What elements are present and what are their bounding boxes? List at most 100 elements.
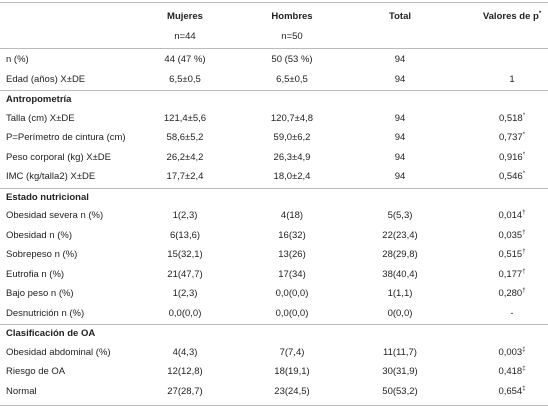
cell: 18,0±2,4 [273, 171, 311, 182]
footnote-mark: * [522, 112, 526, 119]
cell: 18(19,1) [274, 366, 310, 377]
cell: 15(32,1) [167, 249, 203, 260]
footnote-mark: † [522, 288, 526, 294]
row-label: n (%) [6, 54, 29, 65]
cell: 28(29,8) [382, 249, 418, 260]
cell: 1(2,3) [172, 210, 198, 221]
cell: 4(4,3) [172, 346, 198, 358]
p-value: 0,546* [498, 171, 526, 182]
p-value: 0,515† [498, 249, 526, 260]
row-label: Riesgo de OA [6, 366, 66, 377]
column-header: Hombres [271, 11, 313, 22]
p-value: 0,035† [498, 229, 526, 241]
cell: 26,2±4,2 [166, 151, 204, 163]
cell: 50(53,2) [382, 385, 418, 397]
section-title: Clasificación de OA [6, 328, 96, 339]
section-title: Estado nutricional [6, 191, 89, 203]
cell: 0,0(0,0) [275, 307, 309, 319]
rule [0, 187, 548, 189]
row-label: IMC (kg/talla2) X±DE [6, 171, 96, 182]
row-label: Obesidad abdominal (%) [6, 346, 111, 358]
p-value: 0,003‡ [498, 346, 526, 358]
cell: 121,4±5,6 [163, 112, 207, 124]
row-label: P=Perímetro de cintura (cm) [6, 132, 126, 143]
column-subheader: n=44 [174, 31, 196, 42]
p-value: 0,916* [498, 151, 526, 163]
cell: 0,0(0,0) [275, 288, 309, 299]
rule [0, 2, 548, 3]
cell: 11(11,7) [383, 346, 417, 358]
cell: 17,7±2,4 [166, 171, 204, 182]
cell: 6,5±0,5 [276, 73, 308, 85]
row-label: Desnutrición n (%) [6, 307, 85, 319]
rule [0, 48, 548, 49]
rule [0, 90, 548, 91]
column-header: Mujeres [167, 11, 203, 22]
row-label: Peso corporal (kg) X±DE [6, 151, 112, 163]
cell: 94 [394, 171, 406, 182]
cell: 21(47,7) [167, 268, 203, 280]
p-value: 0,014† [498, 210, 526, 221]
p-value: 0,518* [498, 112, 526, 124]
cell: 38(40,4) [382, 268, 418, 280]
cell: 1(1,1) [387, 288, 413, 299]
cell: 94 [394, 132, 406, 143]
row-label: Sobrepeso n (%) [6, 249, 78, 260]
column-header: Total [389, 11, 411, 22]
cell: 12(12,8) [167, 366, 203, 377]
cell: 120,7±4,8 [270, 112, 314, 124]
p-value: 0,737* [498, 132, 526, 143]
footnote-mark: † [522, 268, 526, 275]
footnote-mark: * [522, 171, 526, 177]
cell: 6(13,6) [169, 229, 201, 241]
footnote-mark: † [522, 229, 526, 236]
footnote-mark: * [522, 132, 526, 138]
cell: 94 [394, 151, 406, 163]
cell: 44 (47 %) [164, 54, 206, 65]
row-label: Normal [6, 385, 37, 397]
cell: 94 [394, 112, 406, 124]
row-label: Eutrofia n (%) [6, 268, 65, 280]
row-label: Edad (años) X±DE [6, 73, 86, 85]
cell: 7(7,4) [279, 346, 305, 358]
footnote-mark: † [522, 249, 526, 255]
footnote-mark: ‡ [522, 346, 526, 353]
cell: 58,6±5,2 [166, 132, 204, 143]
cell: 23(24,5) [274, 385, 310, 397]
column-header: Valores de p* [482, 11, 542, 22]
cell: 13(26) [278, 249, 306, 260]
row-label: Obesidad severa n (%) [6, 210, 104, 221]
row-label: Obesidad n (%) [6, 229, 73, 241]
cell: 0(0,0) [387, 307, 413, 319]
cell: 1(2,3) [172, 288, 198, 299]
cell: 94 [394, 73, 406, 85]
footnote-mark: † [522, 210, 526, 216]
section-title: Antropometría [6, 94, 72, 105]
p-value: - [510, 307, 514, 319]
cell: 0,0(0,0) [168, 307, 202, 319]
cell: 16(32) [278, 229, 306, 241]
cell: 27(28,7) [167, 385, 203, 397]
p-value: 0,654‡ [498, 385, 526, 397]
cell: 22(23,4) [382, 229, 418, 241]
p-value: 0,418‡ [498, 366, 526, 377]
footnote-mark: ‡ [522, 366, 526, 372]
column-subheader: n=50 [281, 31, 303, 42]
footnote-mark: ‡ [522, 385, 526, 392]
cell: 94 [394, 54, 406, 65]
cell: 4(18) [280, 210, 304, 221]
cell: 6,5±0,5 [169, 73, 201, 85]
cell: 50 (53 %) [271, 54, 313, 65]
cell: 26,3±4,9 [273, 151, 311, 163]
footnote-mark: * [538, 11, 542, 17]
cell: 17(34) [278, 268, 306, 280]
row-label: Talla (cm) X±DE [6, 112, 75, 124]
p-value: 1 [509, 73, 515, 85]
row-label: Bajo peso n (%) [6, 288, 74, 299]
p-value: 0,177† [498, 268, 526, 280]
cell: 30(31,9) [382, 366, 418, 377]
rule [0, 405, 548, 406]
rule [0, 324, 548, 325]
cell: 59,0±6,2 [273, 132, 311, 143]
